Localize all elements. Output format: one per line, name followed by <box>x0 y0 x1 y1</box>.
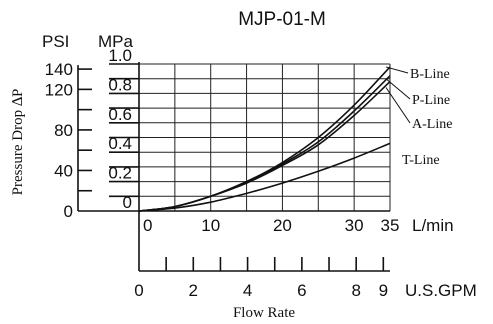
series-a-line <box>138 81 391 212</box>
x-axis-label: Flow Rate <box>233 305 295 321</box>
series-label: B-Line <box>410 67 450 82</box>
chart-title: MJP-01-M <box>238 9 326 30</box>
series-b-line <box>138 66 391 212</box>
x-tick-label: 0 <box>143 216 152 235</box>
psi-tick-label: 120 <box>45 80 73 99</box>
series-label: P-Line <box>412 93 450 108</box>
psi-tick-label: 40 <box>54 161 73 180</box>
x-tick-label: 10 <box>201 216 220 235</box>
mpa-tick-label: 0.6 <box>108 105 132 124</box>
psi-tick-label: 0 <box>64 202 73 221</box>
series-label: A-Line <box>412 117 452 132</box>
gpm-tick-label: 2 <box>189 281 198 300</box>
mpa-tick-label: 0.2 <box>108 164 132 183</box>
chart-grid <box>78 62 391 271</box>
x-unit-lmin: L/min <box>412 216 454 235</box>
mpa-tick-label: 0.8 <box>108 75 132 94</box>
leader-line <box>385 87 411 124</box>
gpm-tick-label: 9 <box>379 281 388 300</box>
gpm-tick-label: 0 <box>134 281 143 300</box>
chart-curves <box>138 66 391 212</box>
psi-unit-label: PSI <box>42 32 69 51</box>
series-label: T-Line <box>402 153 440 168</box>
x-unit-gpm: U.S.GPM <box>405 281 477 300</box>
gpm-tick-label: 4 <box>243 281 252 300</box>
series-p-line <box>138 75 391 212</box>
mpa-unit-label: MPa <box>98 32 134 51</box>
x-tick-label: 20 <box>273 216 292 235</box>
x-tick-label: 35 <box>381 216 400 235</box>
gpm-tick-label: 8 <box>351 281 360 300</box>
x-axis-lmin: 0 10 20 30 35 <box>143 216 399 235</box>
mpa-tick-label: 0.4 <box>108 134 132 153</box>
psi-tick-label: 140 <box>45 60 73 79</box>
y-axis-label: Pressure Drop ∆P <box>10 89 26 196</box>
leader-line <box>385 78 411 100</box>
mpa-axis: 0 0.2 0.4 0.6 0.8 1.0 <box>108 46 139 212</box>
gpm-tick-label: 6 <box>297 281 306 300</box>
chart-curve-labels: B-Line P-Line A-Line T-Line <box>385 66 452 168</box>
psi-tick-label: 80 <box>54 121 73 140</box>
x-tick-label: 30 <box>345 216 364 235</box>
mpa-tick-label: 1.0 <box>108 46 132 65</box>
mpa-tick-label: 0 <box>123 193 132 212</box>
leader-line <box>385 66 409 74</box>
series-t-line <box>138 142 391 212</box>
